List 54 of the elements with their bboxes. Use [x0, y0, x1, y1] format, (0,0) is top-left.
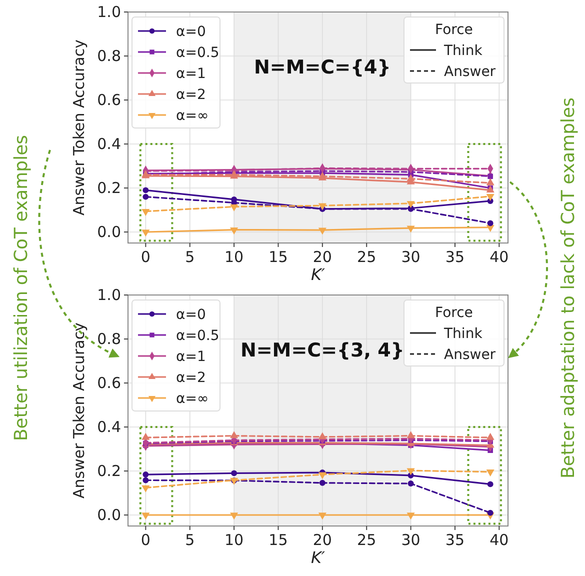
x-tick-label: 10	[224, 248, 244, 266]
y-tick-label: 0.0	[97, 223, 121, 241]
x-axis-title: K′	[310, 265, 326, 284]
x-tick-label: 35	[445, 531, 465, 549]
y-tick-label: 1.0	[97, 3, 121, 21]
legend-label: α=1	[176, 66, 206, 82]
y-tick-label: 0.0	[97, 506, 121, 524]
x-tick-label: 30	[401, 531, 420, 549]
annotation: Answer	[444, 347, 496, 363]
y-tick-label: 1.0	[97, 286, 121, 304]
x-tick-label: 15	[268, 531, 288, 549]
text: Better adaptation to lack of CoT examples	[558, 97, 579, 479]
y-tick-label: 0.8	[97, 330, 121, 348]
x-tick-label: 25	[357, 531, 376, 549]
x-tick-label: 30	[401, 248, 420, 266]
y-axis-title: Answer Token Accuracy	[70, 322, 88, 498]
annotation: Answer	[444, 64, 496, 80]
y-tick-label: 0.4	[97, 135, 121, 153]
legend-label: α=2	[176, 370, 206, 386]
legend-label: α=0.5	[176, 328, 220, 344]
x-tick-label: 15	[268, 248, 288, 266]
annotation: Think	[443, 43, 484, 59]
legend-label: α=∞	[176, 391, 209, 407]
legend-label: α=0.5	[176, 45, 220, 61]
x-tick-label: 20	[312, 531, 332, 549]
y-tick-label: 0.8	[97, 47, 121, 65]
y-tick-label: 0.6	[97, 91, 121, 109]
legend-label: α=1	[176, 349, 206, 365]
legend-label: α=0	[176, 24, 206, 40]
x-tick-label: 10	[224, 531, 244, 549]
y-tick-label: 0.6	[97, 374, 121, 392]
legend-label: α=∞	[176, 108, 209, 124]
text: Better utilization of CoT examples	[11, 134, 32, 442]
x-tick-label: 25	[357, 248, 376, 266]
y-axis-title: Answer Token Accuracy	[70, 39, 88, 216]
x-tick-label: 20	[312, 248, 332, 266]
y-tick-label: 0.2	[97, 462, 121, 480]
y-tick-label: 0.4	[97, 418, 121, 436]
x-tick-label: 0	[140, 531, 150, 549]
x-tick-label: 35	[445, 248, 465, 266]
legend-label: α=2	[176, 87, 206, 103]
annotation: N=M=C={3, 4}	[240, 340, 404, 362]
annotation: N=M=C={4}	[254, 56, 391, 79]
y-tick-label: 0.2	[97, 179, 121, 197]
legend-title: Force	[435, 22, 473, 38]
legend-title: Force	[435, 305, 473, 321]
x-tick-label: 40	[490, 531, 509, 549]
x-tick-label: 5	[185, 248, 195, 266]
legend-label: α=0	[176, 307, 206, 323]
x-tick-label: 5	[185, 531, 195, 549]
x-tick-label: 40	[490, 248, 509, 266]
annotation: Think	[443, 326, 484, 342]
x-axis-title: K′	[310, 548, 326, 567]
x-tick-label: 0	[140, 248, 150, 266]
